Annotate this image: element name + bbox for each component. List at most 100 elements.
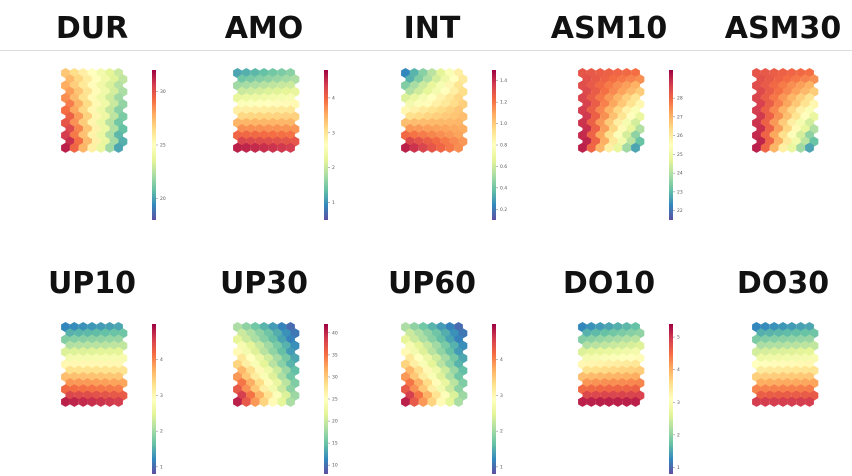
hex-cell xyxy=(613,142,623,153)
hex-cell xyxy=(769,142,779,153)
hex-cell xyxy=(250,396,260,407)
hex-cell xyxy=(760,142,770,153)
panel-title: INT xyxy=(404,11,461,46)
colorbar-tick-label: 24 xyxy=(677,171,683,177)
colorbar-tick-label: 4 xyxy=(332,95,335,101)
colorbar-tick-label: 22 xyxy=(677,208,683,214)
hex-cell xyxy=(250,142,260,153)
hex-cell xyxy=(622,142,632,153)
colorbar xyxy=(669,324,673,474)
hex-cell xyxy=(454,396,463,407)
hex-cell xyxy=(78,396,88,407)
colorbar-tick-label: 25 xyxy=(160,143,166,149)
colorbar-tick-label: 1.2 xyxy=(500,100,507,106)
hex-cell xyxy=(259,142,269,153)
panel-up60: UP60 4 3 2 1 xyxy=(388,266,503,474)
hex-cell xyxy=(586,142,596,153)
hex-cell xyxy=(436,396,446,407)
panel-dur: DUR 30 25 20 xyxy=(56,11,166,220)
hex-cell xyxy=(61,396,70,407)
colorbar-tick-label: 1 xyxy=(332,200,335,206)
hex-grid xyxy=(578,322,645,407)
hex-cell xyxy=(259,396,269,407)
hex-cell xyxy=(778,142,788,153)
hex-cell xyxy=(114,396,123,407)
colorbar-tick-label: 0.6 xyxy=(500,164,507,170)
hex-cell xyxy=(69,142,79,153)
panel-asm10: ASM10 28 27 26 25 24 23 22 xyxy=(551,11,683,220)
hex-cell xyxy=(87,142,97,153)
colorbar-tick-label: 4 xyxy=(500,357,503,363)
panel-title: ASM30 xyxy=(725,11,841,46)
hex-cell xyxy=(787,396,797,407)
hex-grid xyxy=(578,68,645,153)
panel-up30: UP30 40 35 30 25 20 15 10 xyxy=(220,266,338,474)
colorbar xyxy=(492,70,496,220)
hex-cell xyxy=(427,142,437,153)
colorbar-tick-label: 2 xyxy=(677,432,680,438)
hex-grid xyxy=(233,322,300,407)
colorbar-tick-label: 1 xyxy=(677,465,680,471)
panel-title: DO30 xyxy=(737,266,829,301)
hex-cell xyxy=(622,396,632,407)
panel-asm30: ASM30 xyxy=(725,11,841,153)
colorbar-tick-label: 2 xyxy=(160,429,163,435)
header-divider xyxy=(0,50,852,51)
panel-title: UP30 xyxy=(220,266,308,301)
hex-cell xyxy=(409,142,419,153)
hex-cell xyxy=(78,142,88,153)
panel-do30: DO30 xyxy=(737,266,829,407)
colorbar-tick-label: 3 xyxy=(677,400,680,406)
hex-cell xyxy=(796,396,806,407)
hex-cell xyxy=(613,396,623,407)
colorbar xyxy=(324,70,328,220)
hex-cell xyxy=(61,142,70,153)
hex-cell xyxy=(595,142,605,153)
hex-cell xyxy=(631,396,640,407)
hex-cell xyxy=(277,142,287,153)
hex-cell xyxy=(796,142,806,153)
hex-cell xyxy=(445,396,455,407)
colorbar-tick-label: 35 xyxy=(332,352,338,358)
panel-do10: DO10 5 4 3 2 1 xyxy=(563,266,680,474)
colorbar-tick-label: 20 xyxy=(332,419,338,425)
hex-cell xyxy=(233,142,242,153)
colorbar xyxy=(152,70,156,220)
hex-cell xyxy=(401,396,410,407)
colorbar-tick-label: 30 xyxy=(160,89,166,95)
hex-cell xyxy=(436,142,446,153)
hex-cell xyxy=(241,142,251,153)
hex-cell xyxy=(586,396,596,407)
hex-cell xyxy=(277,396,287,407)
hex-cell xyxy=(114,142,123,153)
hex-cell xyxy=(454,142,463,153)
colorbar-tick-label: 30 xyxy=(332,374,338,380)
hex-grid xyxy=(61,322,128,407)
hex-cell xyxy=(752,396,761,407)
hex-cell xyxy=(578,142,587,153)
hex-cell xyxy=(595,396,605,407)
colorbar-tick-label: 20 xyxy=(160,196,166,202)
hex-cell xyxy=(96,142,106,153)
colorbar-tick-label: 1 xyxy=(500,464,503,470)
hex-cell xyxy=(604,396,614,407)
colorbar xyxy=(324,324,328,474)
hex-cell xyxy=(105,142,115,153)
colorbar-tick-label: 23 xyxy=(677,189,683,195)
panel-amo: AMO 4 3 2 1 xyxy=(225,11,335,220)
hex-grid xyxy=(61,68,128,153)
panel-title: DO10 xyxy=(563,266,655,301)
hex-grid xyxy=(233,68,300,153)
panel-title: UP10 xyxy=(48,266,136,301)
colorbar-tick-label: 3 xyxy=(160,393,163,399)
colorbar-tick-label: 2 xyxy=(500,429,503,435)
hex-cell xyxy=(769,396,779,407)
colorbar-tick-label: 0.8 xyxy=(500,143,507,149)
colorbar-tick-label: 15 xyxy=(332,441,338,447)
hex-cell xyxy=(631,142,640,153)
colorbar-tick-label: 27 xyxy=(677,114,683,120)
hex-grid xyxy=(752,322,819,407)
colorbar-tick-label: 0.2 xyxy=(500,207,507,213)
colorbar-tick-label: 4 xyxy=(677,367,680,373)
hex-cell xyxy=(418,396,428,407)
